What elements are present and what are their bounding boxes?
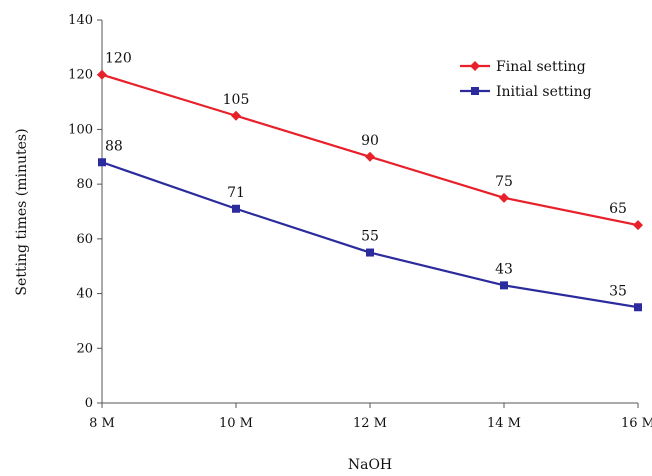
data-point (97, 69, 107, 80)
data-point (365, 151, 375, 162)
data-label: 120 (105, 51, 132, 67)
y-tick-label: 20 (76, 341, 93, 356)
data-point (98, 158, 106, 167)
y-tick-label: 0 (85, 396, 93, 411)
legend: Final setting Initial setting (460, 59, 592, 100)
x-axis: 8 M 10 M 12 M 14 M 16 M (89, 402, 652, 431)
x-tick-label: 12 M (353, 416, 387, 431)
data-point (231, 110, 241, 121)
legend-label: Initial setting (496, 84, 592, 100)
data-label: 105 (223, 92, 250, 108)
x-tick-label: 8 M (89, 416, 115, 431)
x-tick-label: 10 M (219, 416, 253, 431)
y-tick-label: 120 (68, 68, 93, 83)
legend-marker (471, 87, 479, 95)
series-initial-setting: 88 71 55 43 35 (98, 138, 642, 312)
data-point (232, 204, 240, 213)
y-axis-title: Setting times (minutes) (14, 128, 30, 295)
y-axis: 0 20 40 60 80 100 120 140 (68, 13, 103, 411)
y-tick-label: 60 (76, 232, 93, 247)
data-label: 75 (495, 174, 513, 190)
y-tick-label: 100 (68, 122, 93, 137)
y-tick-label: 40 (76, 287, 93, 302)
data-label: 55 (361, 229, 379, 245)
x-axis-title: NaOH (348, 457, 392, 473)
data-point (499, 192, 509, 203)
x-ticks: 8 M 10 M 12 M 14 M 16 M (89, 403, 652, 431)
data-label: 35 (609, 283, 627, 299)
y-tick-label: 80 (76, 177, 93, 192)
data-point (633, 220, 643, 231)
y-tick-label: 140 (68, 13, 93, 28)
x-tick-label: 16 M (621, 416, 652, 431)
data-label: 71 (227, 185, 245, 201)
y-ticks: 0 20 40 60 80 100 120 140 (68, 13, 102, 411)
x-tick-label: 14 M (487, 416, 521, 431)
legend-marker (470, 61, 480, 71)
data-point (634, 303, 642, 312)
data-point (366, 248, 374, 257)
data-point (500, 281, 508, 290)
data-label: 43 (495, 261, 513, 277)
series-final-setting: 120 105 90 75 65 (97, 51, 643, 231)
data-label: 88 (105, 138, 123, 154)
legend-label: Final setting (496, 59, 586, 75)
data-label: 65 (609, 201, 627, 217)
data-label: 90 (361, 133, 379, 149)
series-layer: 120 105 90 75 65 88 71 55 43 35 (97, 51, 643, 312)
